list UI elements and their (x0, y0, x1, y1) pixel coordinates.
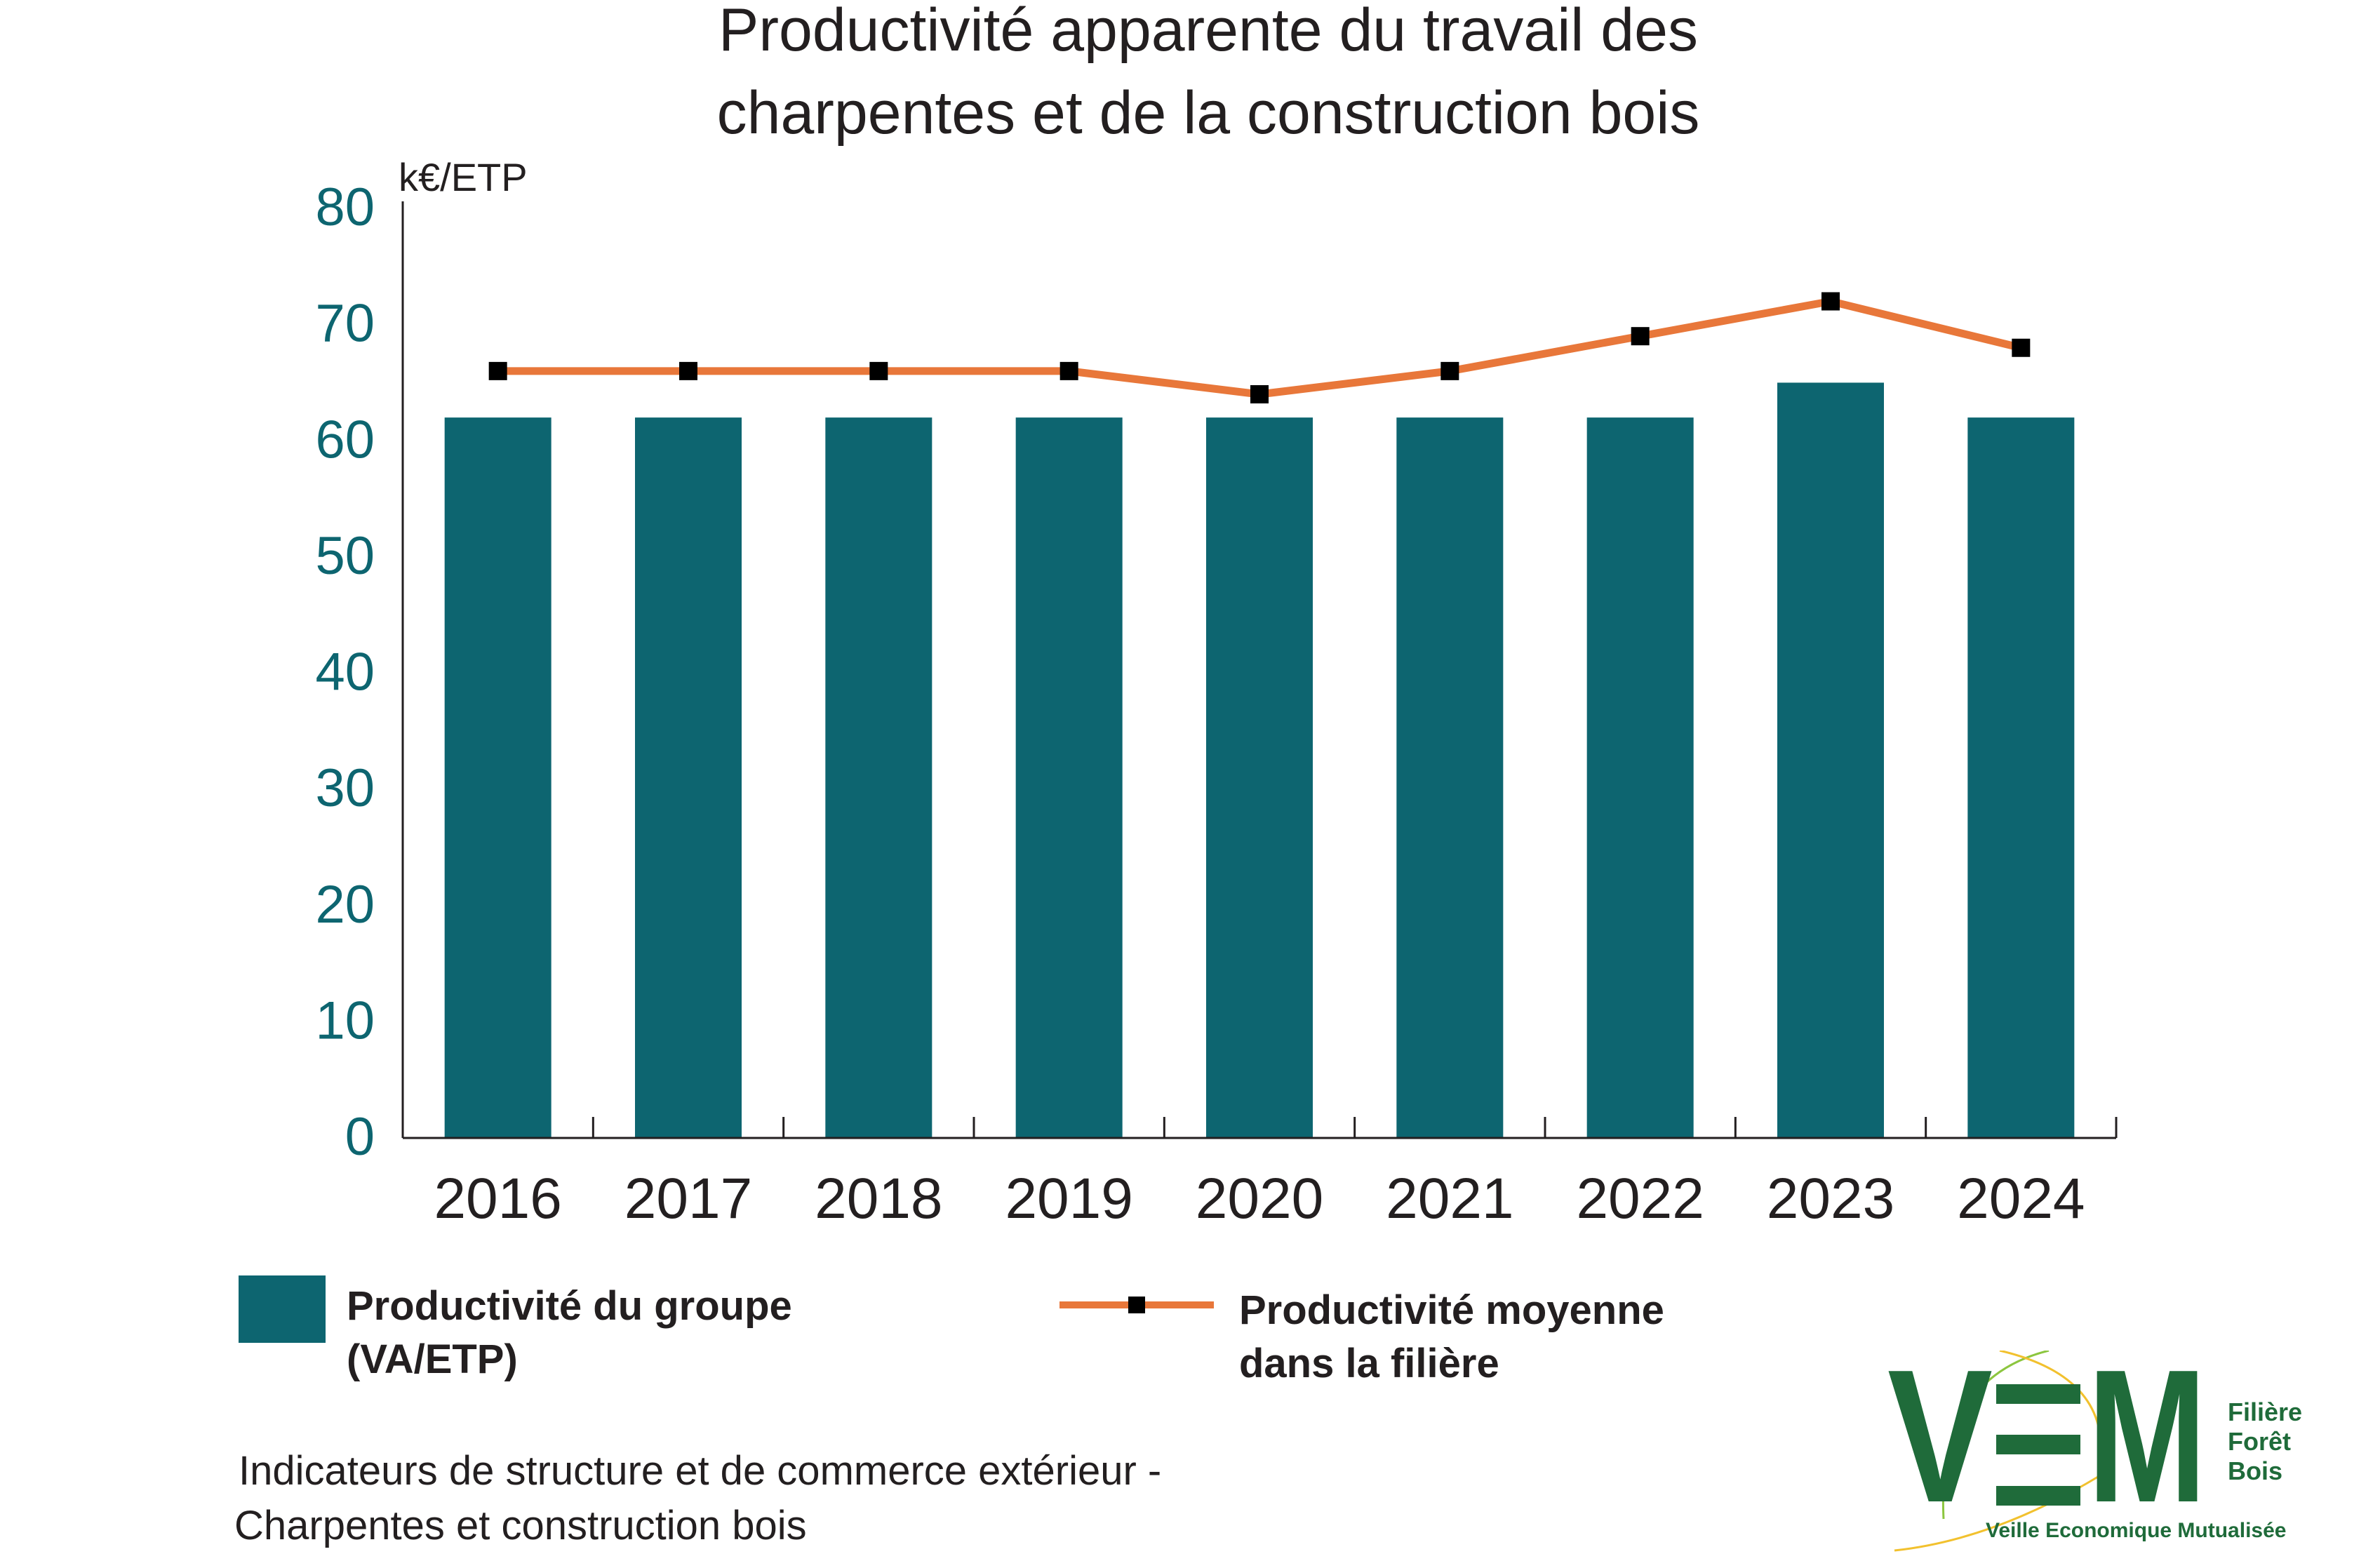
x-tick-label: 2020 (1196, 1167, 1323, 1231)
chart-title-line: Productivité apparente du travail des (718, 0, 1698, 64)
line-marker (1250, 385, 1269, 403)
y-tick-label: 80 (315, 177, 375, 237)
logo-side-line-3: Bois (2228, 1456, 2282, 1485)
x-tick-label: 2023 (1767, 1167, 1894, 1231)
logo-e-bar-1 (1996, 1384, 2080, 1404)
logo-tagline: Veille Economique Mutualisée (1986, 1519, 2286, 1542)
y-axis-ticks: 0 10 20 30 40 50 60 70 80 (315, 177, 375, 1167)
logo-side-line-1: Filière (2228, 1398, 2302, 1426)
logo-arc-yellow (1999, 1351, 2102, 1478)
x-tick-label: 2016 (434, 1167, 561, 1231)
bar (444, 417, 551, 1138)
line-marker (1440, 361, 1459, 380)
source-note: Indicateurs de structure et de commerce … (234, 1448, 1162, 1548)
line-marker (1631, 327, 1650, 346)
legend-bar-series: Productivité du groupe (VA/ETP) (239, 1275, 792, 1386)
bar (635, 417, 742, 1138)
y-tick-label: 60 (315, 410, 375, 469)
bar (1206, 417, 1313, 1138)
legend-line-swatch (1059, 1297, 1214, 1313)
line-marker (679, 361, 697, 380)
x-tick-label: 2017 (624, 1167, 752, 1231)
line-series (488, 292, 2031, 403)
vem-logo: V M Filière Forêt Bois Veille Economique… (1887, 1351, 2302, 1552)
line-marker (2012, 338, 2031, 357)
chart-title: Productivité apparente du travail des cha… (717, 0, 1700, 147)
line-marker (1821, 292, 1840, 311)
y-tick-label: 50 (315, 526, 375, 586)
bar (1586, 417, 1694, 1138)
axes (401, 201, 2118, 1139)
legend-bar-swatch (239, 1275, 326, 1343)
bar-series (444, 382, 2075, 1138)
bar (1777, 382, 1884, 1138)
y-tick-label: 20 (315, 875, 375, 935)
logo-e-bar-3 (1996, 1486, 2080, 1506)
bar (1967, 417, 2075, 1138)
y-tick-label: 30 (315, 758, 375, 818)
legend-line-series: Productivité moyenne dans la filière (1059, 1284, 1664, 1391)
line-marker (1059, 361, 1078, 380)
bar (1015, 417, 1123, 1138)
y-axis-unit-label: k€/ETP (399, 155, 528, 199)
logo-letter-m: M (2087, 1351, 2207, 1542)
logo-e-bar-2 (1996, 1435, 2080, 1454)
chart-title-line: charpentes et de la construction bois (717, 79, 1700, 147)
logo-side-line-2: Forêt (2228, 1427, 2291, 1456)
x-tick-label: 2021 (1386, 1167, 1513, 1231)
line-marker (869, 361, 888, 380)
bar (1396, 417, 1504, 1138)
x-tick-label: 2019 (1005, 1167, 1132, 1231)
legend-bar-label: Productivité du groupe (VA/ETP) (347, 1283, 792, 1382)
x-tick-label: 2018 (815, 1167, 942, 1231)
logo-letter-v: V (1887, 1351, 1993, 1542)
x-axis-ticks: 2016 2017 2018 2019 2020 2021 2022 2023 2024 (434, 1167, 2085, 1231)
y-tick-label: 40 (315, 643, 375, 702)
line-marker (488, 361, 507, 380)
line-path (497, 297, 2022, 398)
y-tick-label: 10 (315, 991, 375, 1050)
y-tick-label: 0 (345, 1107, 375, 1167)
y-tick-label: 70 (315, 294, 375, 354)
bar (825, 417, 932, 1138)
logo-arc-green (1941, 1351, 2050, 1520)
legend-line-label: Productivité moyenne dans la filière (1239, 1287, 1664, 1386)
x-tick-label: 2024 (1957, 1167, 2085, 1231)
x-tick-label: 2022 (1576, 1167, 1704, 1231)
